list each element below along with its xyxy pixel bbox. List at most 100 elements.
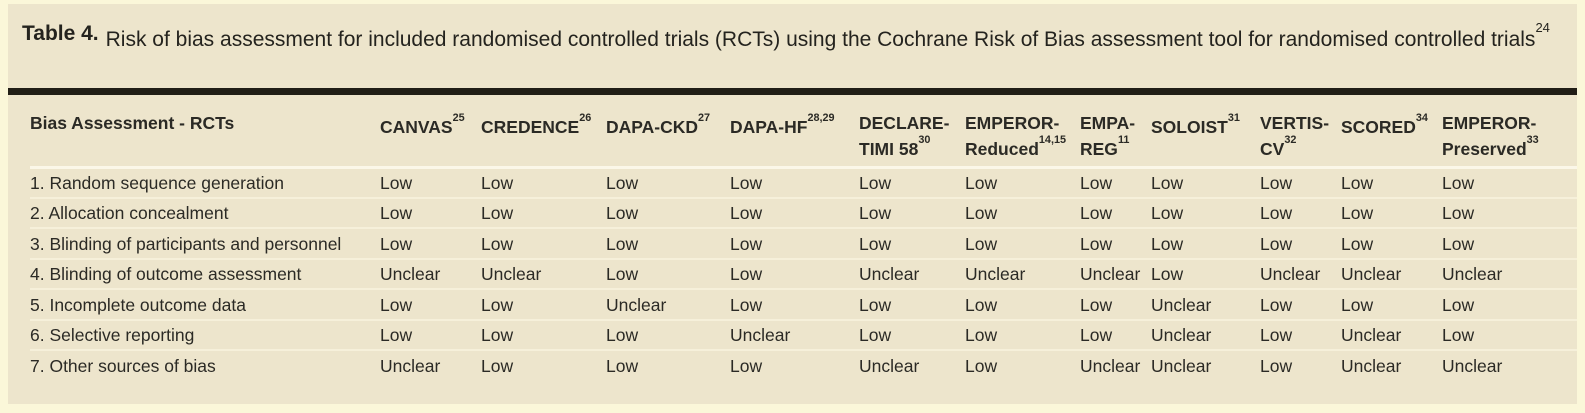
rating-cell: Low — [1080, 325, 1113, 346]
rating-cell: Low — [730, 233, 763, 254]
row-label: 3. Blinding of participants and personne… — [30, 233, 342, 254]
rating-cell: Low — [1341, 172, 1374, 193]
reference-superscript: 31 — [1227, 111, 1240, 124]
reference-superscript: 14,15 — [1038, 133, 1067, 146]
rating-cell: Low — [1341, 294, 1374, 315]
rating-cell: Low — [481, 356, 514, 377]
rating-cell: Low — [380, 325, 413, 346]
reference-superscript: 33 — [1526, 133, 1539, 146]
rating-cell: Unclear — [730, 325, 791, 346]
rating-cell: Low — [606, 203, 639, 224]
column-header-empa-reg: EMPA- REG11 — [1080, 113, 1136, 159]
title-divider-rule — [8, 88, 1577, 95]
rating-cell: Low — [730, 172, 763, 193]
row-label: 4. Blinding of outcome assessment — [30, 264, 302, 285]
rating-cell: Unclear — [380, 264, 441, 285]
rating-cell: Low — [1151, 203, 1184, 224]
rating-cell: Unclear — [1080, 356, 1141, 377]
rating-cell: Low — [380, 172, 413, 193]
rating-cell: Unclear — [1151, 294, 1212, 315]
rating-cell: Low — [859, 325, 892, 346]
column-header-credence: CREDENCE26 — [481, 111, 592, 137]
rating-cell: Low — [1341, 233, 1374, 254]
table-row: 2. Allocation concealment Low Low Low Low Low… — [30, 197, 1577, 229]
rating-cell: Low — [965, 233, 998, 254]
rating-cell: Unclear — [481, 264, 542, 285]
rating-cell: Unclear — [1442, 356, 1503, 377]
rating-cell: Low — [859, 172, 892, 193]
row-label: 2. Allocation concealment — [30, 203, 229, 224]
table-row: 3. Blinding of participants and personne… — [30, 228, 1577, 259]
rating-cell: Low — [481, 203, 514, 224]
rating-cell: Low — [730, 294, 763, 315]
table-4-panel: Table 4. Risk of bias assessment for inc… — [8, 4, 1577, 404]
column-header-scored: SCORED34 — [1341, 111, 1428, 137]
rating-cell: Low — [1260, 233, 1293, 254]
reference-superscript: 11 — [1117, 133, 1130, 146]
reference-superscript: 24 — [1535, 19, 1550, 35]
rating-cell: Low — [1442, 203, 1475, 224]
reference-superscript: 26 — [579, 111, 592, 124]
reference-superscript: 30 — [918, 133, 931, 146]
rating-cell: Unclear — [380, 356, 441, 377]
rating-cell: Low — [1442, 233, 1475, 254]
rating-cell: Low — [730, 264, 763, 285]
rating-cell: Low — [380, 203, 413, 224]
rating-cell: Low — [1080, 203, 1113, 224]
header-row: Bias Assessment - RCTs CANVAS25 CREDENCE26… — [30, 95, 1577, 168]
table-caption: Risk of bias assessment for included ran… — [105, 19, 1550, 51]
rating-cell: Low — [859, 294, 892, 315]
reference-superscript: 34 — [1415, 111, 1428, 124]
rating-cell: Low — [380, 233, 413, 254]
rating-cell: Low — [730, 203, 763, 224]
table-number: Table 4. — [22, 22, 99, 45]
rating-cell: Unclear — [859, 356, 920, 377]
column-header-dapa-hf: DAPA-HF28,29 — [730, 111, 835, 137]
table-row: 1. Random sequence generation Low Low Low Lo… — [30, 167, 1577, 198]
reference-superscript: 28,29 — [807, 111, 835, 124]
rating-cell: Low — [1260, 356, 1293, 377]
column-header-soloist: SOLOIST31 — [1151, 111, 1240, 137]
rating-cell: Low — [606, 325, 639, 346]
reference-superscript: 25 — [452, 111, 465, 124]
rating-cell: Low — [1442, 172, 1475, 193]
rating-cell: Low — [1442, 325, 1475, 346]
column-header-vertis-cv: VERTIS- CV32 — [1260, 113, 1330, 159]
rating-cell: Low — [965, 203, 998, 224]
rating-cell: Low — [1080, 172, 1113, 193]
column-header-emperor-preserved: EMPEROR- Preserved33 — [1442, 113, 1539, 159]
rating-cell: Low — [1151, 172, 1184, 193]
rating-cell: Unclear — [859, 264, 920, 285]
table-title: Table 4. Risk of bias assessment for inc… — [8, 4, 1577, 88]
row-label: 6. Selective reporting — [30, 325, 195, 346]
rating-cell: Low — [859, 203, 892, 224]
rating-cell: Low — [1260, 325, 1293, 346]
rating-cell: Low — [1260, 203, 1293, 224]
row-label: 7. Other sources of bias — [30, 356, 216, 377]
reference-superscript: 27 — [698, 111, 711, 124]
rating-cell: Low — [1151, 264, 1184, 285]
rating-cell: Low — [1260, 172, 1293, 193]
rating-cell: Low — [1080, 294, 1113, 315]
column-header-bias-assessment: Bias Assessment - RCTs — [30, 113, 235, 133]
rating-cell: Low — [606, 233, 639, 254]
row-label: 1. Random sequence generation — [30, 172, 284, 193]
rating-cell: Low — [606, 356, 639, 377]
rating-cell: Low — [1442, 294, 1475, 315]
rating-cell: Low — [1151, 233, 1184, 254]
rating-cell: Low — [606, 264, 639, 285]
column-header-emperor-reduced: EMPEROR- Reduced14,15 — [965, 113, 1067, 159]
rating-cell: Low — [965, 356, 998, 377]
rating-cell: Low — [965, 325, 998, 346]
table-body: 1. Random sequence generation Low Low Low Lo… — [30, 167, 1577, 381]
row-label: 5. Incomplete outcome data — [30, 294, 246, 315]
column-header-declare-timi-58: DECLARE- TIMI 5830 — [859, 113, 950, 159]
rating-cell: Low — [606, 172, 639, 193]
table-row: 7. Other sources of bias Unclear Low Low Low… — [30, 350, 1577, 381]
column-header-canvas: CANVAS25 — [380, 111, 465, 137]
rating-cell: Low — [730, 356, 763, 377]
column-header-dapa-ckd: DAPA-CKD27 — [606, 111, 711, 137]
rating-cell: Unclear — [965, 264, 1026, 285]
rating-cell: Unclear — [1151, 325, 1212, 346]
